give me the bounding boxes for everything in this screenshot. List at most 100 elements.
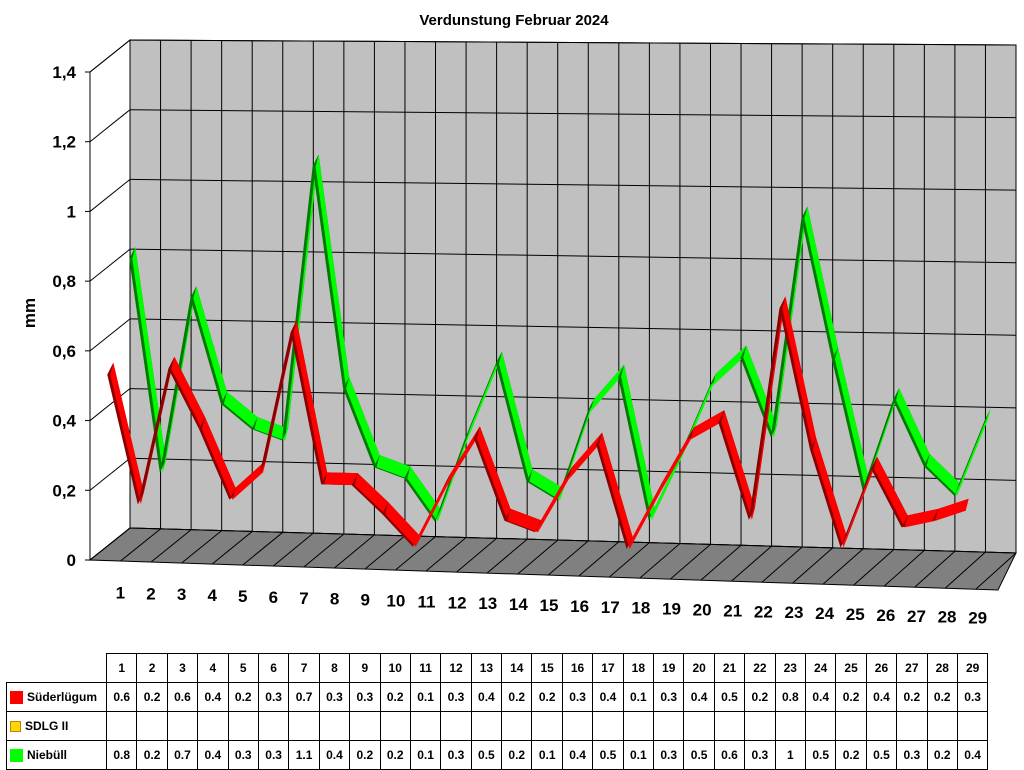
x-tick-label: 18 [631,599,650,618]
series-segment [376,455,411,479]
table-column-header: 5 [227,653,259,683]
table-cell: 0.3 [896,740,928,770]
series-segment [415,475,450,547]
gridline-horizontal [129,248,1017,264]
floor-divider [700,544,742,581]
series-segment [812,437,847,548]
floor-divider [364,535,406,570]
gridline-side [89,318,131,352]
series-s-derl-gum [107,296,969,549]
table-cell: 0.2 [227,682,259,712]
series-segment [690,410,725,440]
gridline-horizontal [129,109,1017,119]
table-cell: 0.3 [349,682,381,712]
table-cell: 0.5 [713,682,746,712]
table-cell: 0.2 [835,740,867,770]
series-segment [957,408,991,496]
table-column-header: 16 [561,653,594,683]
table-cell: 0.4 [561,740,594,770]
table-row-header: SDLG II [6,711,107,741]
series-segment [315,154,350,389]
floor-divider [670,544,711,580]
table-cell: 0.5 [804,740,837,770]
table-cell: 0.7 [288,682,320,712]
series-segment [263,320,297,473]
table-cell [318,711,351,741]
floor-divider [89,527,131,561]
series-segment [621,364,655,521]
series-name: Süderlügum [27,689,98,704]
floor-divider [822,548,864,585]
x-tick-label: 22 [754,602,773,621]
series-segment-side [137,356,175,505]
table-cell [865,711,898,741]
table-cell: 0.8 [774,682,806,712]
floor-divider [395,536,436,571]
table-cell [744,711,776,741]
x-tick-label: 4 [207,586,217,605]
table-cell: 0.3 [956,682,989,712]
x-axis-ticks: 1 2 3 4 5 6 7 8 9 10 11 12 13 14 15 16 17 18 19 20 21 22 23 24 2… [116,583,988,627]
table-cell: 0.5 [592,740,624,770]
series-segment [324,472,358,486]
floor-divider [609,542,650,578]
series-segment-side [954,408,991,496]
table-cell: 0.5 [683,740,715,770]
table-column-header: 8 [318,653,351,683]
table-cell: 0.7 [166,740,199,770]
table-cell [440,711,472,741]
table-column-header: 10 [379,653,411,683]
x-tick-label: 24 [815,604,834,623]
series-name: Niebüll [27,747,68,762]
legend-swatch [10,721,21,733]
table-cell [105,711,138,741]
y-axis-ticks: 0 0,2 0,4 0,6 0,8 1 1,2 1,4 [52,63,91,570]
table-column-header: 3 [166,653,199,683]
x-tick-label: 11 [418,592,436,611]
floor-divider [242,531,284,566]
series-segment [354,473,389,515]
table-cell [653,711,685,741]
floor-divider [578,541,620,577]
x-tick-label: 8 [330,590,339,609]
floor-divider [547,540,589,576]
x-tick-label: 3 [177,585,186,604]
table-header-row: 1 2 3 4 5 6 7 8 9 10 11 12 13 14 15 16 17 18 19 20 21 22 23 24 2… [7,653,989,683]
table-column-header: 2 [136,653,168,683]
series-segment [782,296,816,450]
series-segment [385,502,419,547]
floor-divider [486,538,528,574]
series-segment [498,351,533,482]
table-cell: 0.3 [257,740,290,770]
series-segment-side [260,320,297,473]
gridline-side [89,457,131,491]
table-cell [379,711,411,741]
series-segment [407,466,441,522]
gridline-horizontal [129,39,1017,46]
series-segment-side [840,456,878,548]
table-cell: 0.2 [835,682,867,712]
table-cell: 0.2 [501,740,533,770]
table-cell [956,711,989,741]
series-segment [346,376,380,468]
y-tick-label: 0,4 [52,412,76,431]
x-tick-label: 19 [662,600,681,619]
series-segment [293,320,328,485]
floor-divider [303,533,345,568]
table-cell: 0.1 [622,740,655,770]
table-cell: 0.4 [470,682,503,712]
series-segment [171,356,205,429]
table-column-header: 18 [622,653,655,683]
legend-swatch [10,749,23,763]
floor-divider [517,539,559,575]
gridline-side [89,179,131,212]
series-segment [721,410,755,520]
y-tick-label: 0,6 [52,342,76,361]
x-tick-label: 6 [269,588,278,607]
table-cell [501,711,533,741]
series-segment [507,508,541,533]
series-segment [568,432,603,480]
table-cell: 0.2 [744,682,776,712]
table-cell: 0.4 [197,740,229,770]
series-segment [751,296,786,520]
